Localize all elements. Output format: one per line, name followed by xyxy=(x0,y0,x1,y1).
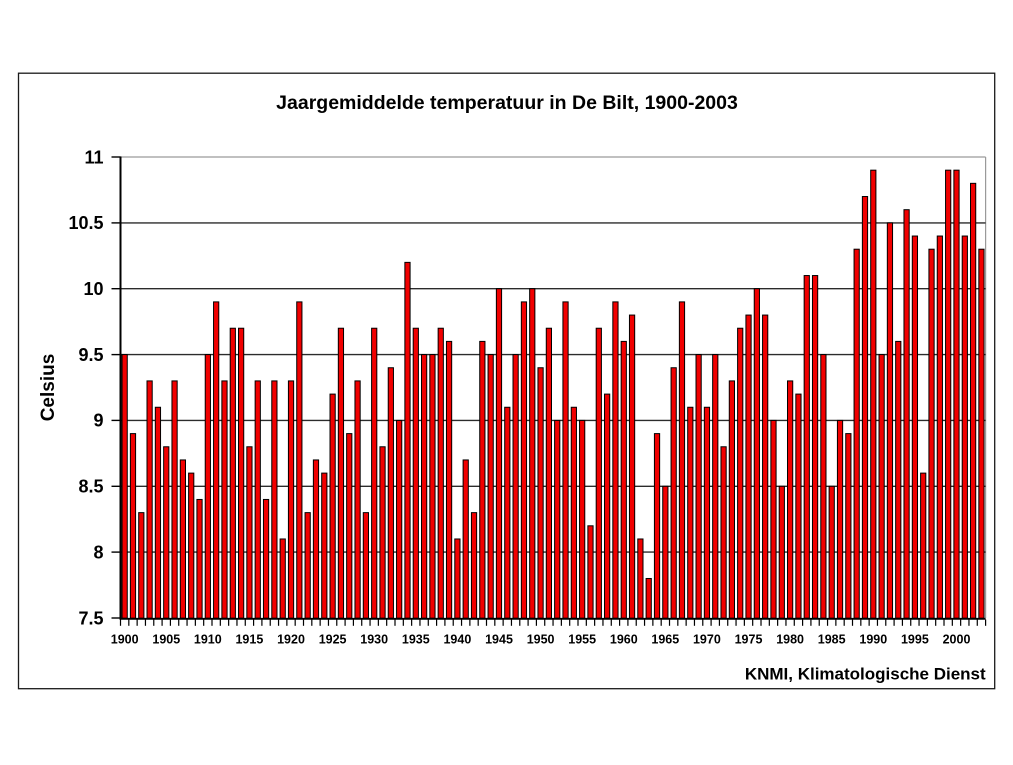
svg-text:1990: 1990 xyxy=(859,633,887,647)
svg-text:8.5: 8.5 xyxy=(78,477,103,497)
svg-text:1945: 1945 xyxy=(485,633,513,647)
svg-text:1985: 1985 xyxy=(818,633,846,647)
svg-text:1975: 1975 xyxy=(735,633,763,647)
svg-text:2000: 2000 xyxy=(943,633,971,647)
svg-text:1980: 1980 xyxy=(776,633,804,647)
svg-text:Celsius: Celsius xyxy=(38,354,59,422)
svg-text:1935: 1935 xyxy=(402,633,430,647)
svg-text:1910: 1910 xyxy=(194,633,222,647)
svg-text:9: 9 xyxy=(93,411,103,431)
svg-text:1995: 1995 xyxy=(901,633,929,647)
svg-text:1905: 1905 xyxy=(152,633,180,647)
svg-text:9.5: 9.5 xyxy=(78,345,103,365)
svg-text:1920: 1920 xyxy=(277,633,305,647)
svg-text:1900: 1900 xyxy=(111,633,139,647)
svg-text:Jaargemiddelde temperatuur in: Jaargemiddelde temperatuur in De Bilt, 1… xyxy=(276,92,738,114)
svg-text:KNMI, Klimatologische Dienst: KNMI, Klimatologische Dienst xyxy=(745,665,986,684)
svg-text:1965: 1965 xyxy=(651,633,679,647)
svg-text:11: 11 xyxy=(84,147,103,167)
svg-text:1925: 1925 xyxy=(319,633,347,647)
svg-text:1960: 1960 xyxy=(610,633,638,647)
svg-text:10: 10 xyxy=(83,279,103,299)
svg-text:1955: 1955 xyxy=(568,633,596,647)
svg-text:1970: 1970 xyxy=(693,633,721,647)
svg-text:1930: 1930 xyxy=(360,633,388,647)
svg-text:7.5: 7.5 xyxy=(78,608,103,628)
svg-text:1940: 1940 xyxy=(443,633,471,647)
svg-text:8: 8 xyxy=(93,542,103,562)
svg-text:10.5: 10.5 xyxy=(68,213,103,233)
svg-text:1950: 1950 xyxy=(527,633,555,647)
svg-text:1915: 1915 xyxy=(235,633,263,647)
